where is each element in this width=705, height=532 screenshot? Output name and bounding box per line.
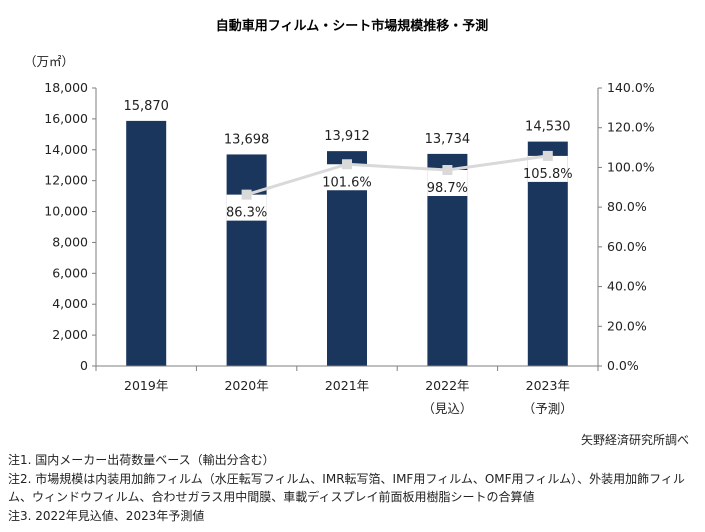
bar-1 — [126, 120, 167, 366]
x-tick-sublabel-5: （予測） — [523, 401, 573, 416]
ratio-line — [246, 154, 549, 197]
left-tick-label-1: 2,000 — [52, 327, 88, 342]
ratio-value-label-4: 98.7% — [427, 181, 468, 196]
note-2: 注2. 市場規模は内装用加飾フィルム（水圧転写フィルム、IMR転写箔、IMF用フ… — [8, 471, 685, 505]
chart-title: 自動車用フィルム・シート市場規模推移・予測 — [216, 18, 488, 34]
right-tick-label-3: 60.0% — [607, 239, 647, 254]
note-3: 注3. 2022年見込値、2023年予測値 — [8, 508, 205, 523]
right-tick-label-0: 0.0% — [607, 358, 639, 373]
x-tick-label-5: 2023年 — [526, 378, 570, 393]
left-tick-label-5: 10,000 — [44, 204, 88, 219]
source-note: 矢野経済研究所調べ — [580, 433, 689, 447]
ratio-value-label-2: 86.3% — [226, 206, 267, 221]
right-tick-label-7: 140.0% — [607, 80, 655, 95]
x-tick-label-1: 2019年 — [124, 378, 168, 393]
bar-2 — [226, 154, 267, 366]
right-tick-label-4: 80.0% — [607, 199, 647, 214]
ratio-marker-2 — [241, 189, 252, 200]
ratio-value-label-3: 101.6% — [322, 175, 372, 190]
left-tick-label-6: 12,000 — [44, 173, 88, 188]
ratio-marker-3 — [342, 159, 352, 170]
note-1: 注1. 国内メーカー出荷数量ベース（輸出分含む） — [8, 453, 275, 467]
right-tick-label-6: 120.0% — [607, 120, 655, 135]
x-tick-sublabel-4: （見込） — [422, 401, 472, 416]
bar-value-label-5: 14,530 — [525, 120, 571, 135]
bar-value-label-2: 13,698 — [224, 132, 270, 147]
ratio-value-label-5: 105.8% — [523, 167, 573, 182]
bar-value-label-1: 15,870 — [123, 99, 169, 114]
left-tick-label-4: 8,000 — [52, 234, 88, 249]
axes: 0 2,000 4,000 6,000 8,000 10,000 12,000 14,000 1… — [44, 80, 655, 416]
right-tick-label-2: 40.0% — [607, 279, 647, 294]
notes: 注1. 国内メーカー出荷数量ベース（輸出分含む） 注2. 市場規模は内装用加飾フ… — [8, 451, 698, 525]
left-tick-label-7: 14,000 — [44, 142, 88, 157]
left-axis-unit-label: （万㎡） — [24, 54, 74, 69]
ratio-marker-5 — [542, 150, 553, 161]
left-tick-label-2: 4,000 — [52, 296, 88, 311]
right-tick-label-5: 100.0% — [607, 159, 655, 174]
left-tick-label-3: 6,000 — [52, 265, 88, 280]
bar-value-label-3: 13,912 — [324, 129, 370, 144]
bar-series: 15,870 13,698 13,912 13,734 14,530 — [123, 99, 571, 366]
x-tick-label-4: 2022年 — [425, 378, 469, 393]
left-tick-label-9: 18,000 — [44, 80, 88, 95]
ratio-line-series: 86.3% 101.6% 98.7% 105.8% — [226, 150, 573, 221]
x-tick-label-3: 2021年 — [325, 378, 369, 393]
right-tick-label-1: 20.0% — [607, 318, 647, 333]
bar-value-label-4: 13,734 — [425, 132, 471, 147]
left-tick-label-8: 16,000 — [44, 111, 88, 126]
x-tick-label-2: 2020年 — [224, 378, 268, 393]
ratio-marker-4 — [442, 165, 453, 176]
left-tick-label-0: 0 — [80, 358, 88, 373]
